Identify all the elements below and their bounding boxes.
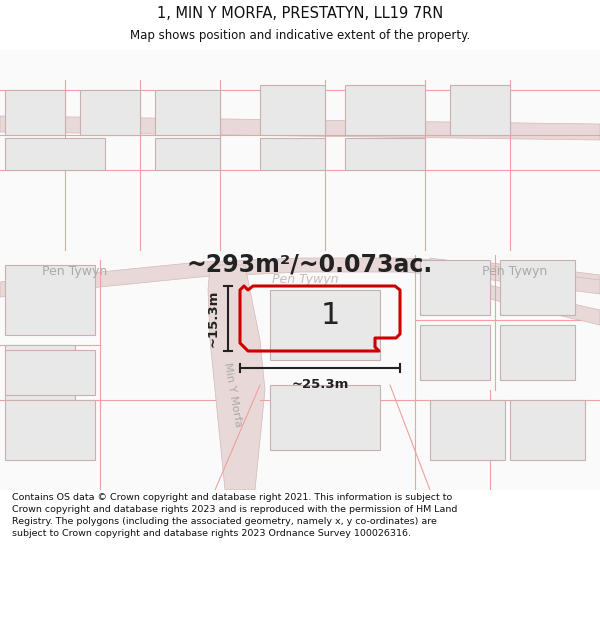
Bar	[270, 290, 380, 360]
Polygon shape	[0, 258, 600, 297]
Polygon shape	[0, 116, 600, 140]
Text: Map shows position and indicative extent of the property.: Map shows position and indicative extent…	[130, 29, 470, 42]
Bar	[500, 260, 575, 315]
Bar	[5, 138, 105, 170]
Bar	[420, 325, 490, 380]
Polygon shape	[430, 258, 600, 294]
Text: Contains OS data © Crown copyright and database right 2021. This information is : Contains OS data © Crown copyright and d…	[12, 493, 457, 538]
Bar	[345, 85, 425, 135]
Text: Min Y Morfa: Min Y Morfa	[223, 362, 244, 428]
Bar	[5, 350, 95, 395]
Bar	[510, 400, 585, 460]
Bar	[260, 138, 325, 170]
Bar	[430, 400, 505, 460]
Bar	[270, 385, 380, 450]
Bar	[5, 265, 95, 335]
Bar	[5, 400, 95, 460]
Text: ~25.3m: ~25.3m	[292, 378, 349, 391]
Bar	[80, 90, 140, 135]
Bar	[345, 138, 425, 170]
Bar	[155, 90, 220, 135]
Bar	[5, 345, 75, 400]
Bar	[5, 90, 65, 135]
Text: Pen Tywyn: Pen Tywyn	[43, 266, 107, 279]
Bar	[450, 85, 510, 135]
Text: 1, MIN Y MORFA, PRESTATYN, LL19 7RN: 1, MIN Y MORFA, PRESTATYN, LL19 7RN	[157, 6, 443, 21]
Polygon shape	[208, 265, 265, 490]
Text: Pen Tywyn: Pen Tywyn	[482, 266, 548, 279]
Bar	[500, 325, 575, 380]
Polygon shape	[430, 272, 600, 325]
Text: ~15.3m: ~15.3m	[207, 290, 220, 348]
Bar	[155, 138, 220, 170]
Bar	[420, 260, 490, 315]
Text: Pen Tywyn: Pen Tywyn	[272, 274, 338, 286]
Bar	[260, 85, 325, 135]
Text: 1: 1	[320, 301, 340, 329]
Text: ~293m²/~0.073ac.: ~293m²/~0.073ac.	[187, 253, 433, 277]
